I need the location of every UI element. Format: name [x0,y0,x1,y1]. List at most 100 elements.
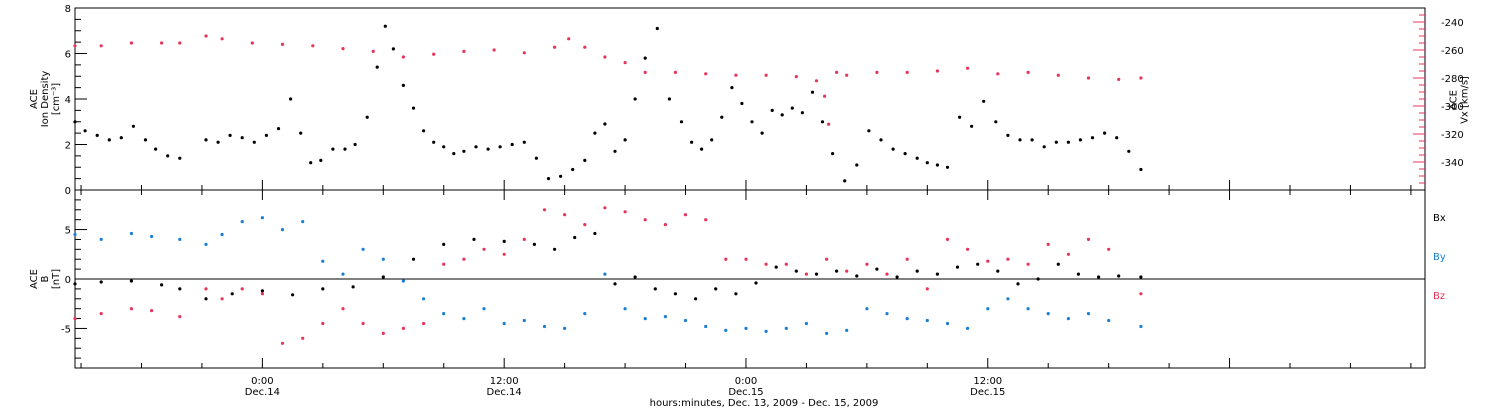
ion-density-series-point [613,149,617,153]
ion-density-series-point [1030,138,1034,142]
b-bx-series-point [996,269,1000,273]
b-by-series-point [73,232,77,237]
b-bz-series-point [724,257,728,261]
ion-density-series [73,24,1143,183]
ion-density-series-point [442,145,446,149]
ion-density-series-point [178,156,182,160]
b-by-series-point [764,329,768,333]
ion-density-series-point [1090,136,1095,140]
b-by-series-point [522,318,526,323]
vx-series-point [462,49,466,54]
b-bx-series-point [1097,275,1101,279]
b-bx-series-point [73,282,77,286]
ion-density-series-point [945,165,950,169]
b-bx-series-point [129,279,133,283]
b-by-series-point [865,307,869,311]
b-by-series-point [623,307,627,311]
vx-series-point [875,70,879,74]
b-by-series-point [804,321,809,326]
vx-series-point [522,51,526,55]
ion-density-series-point [1103,131,1107,135]
b-bx-series-point [553,247,557,251]
ion-density-series-point [820,120,825,124]
ion-density-series-point [331,147,335,151]
b-bx-series-point [835,269,839,273]
top-y-tick-label: 6 [65,50,71,61]
vx-series-point [99,44,103,48]
b-by-series [73,216,1143,335]
ion-density-series-point [391,47,395,51]
b-bz-series-point [865,262,869,266]
ion-density-series-point [422,129,426,133]
b-bz-series-point [583,223,587,227]
ion-density-series-point [474,145,478,149]
b-bx-series-point [1036,277,1040,281]
ion-density-series-point [375,65,379,69]
ion-density-series-point [462,149,466,153]
b-bx-series-point [955,265,960,269]
x-tick-label: 12:00 [490,376,519,387]
vx-series-point [673,70,678,74]
b-bz-series-point [73,317,77,321]
ion-density-series-point [107,138,111,142]
b-bx-series-point [593,231,597,236]
ion-density-series-point [498,145,502,149]
vx-series-point [1086,76,1091,80]
b-bx-series-point [1016,282,1020,286]
b-bx-series-point [895,275,899,279]
ion-density-series-point [879,138,883,142]
b-by-series-point [204,242,208,246]
b-bx-series-point [714,287,718,291]
x-tick-label: 0:00 [251,376,273,387]
b-bz-series-point [204,287,208,291]
b-bx-series-point [442,242,446,246]
b-by-series-point [905,317,909,321]
ion-density-series-point [750,120,754,124]
b-bz-series-point [1026,262,1030,266]
x-tick-date-label: Dec.15 [728,387,763,398]
vx-series-point [341,47,345,51]
ion-density-series-point [401,83,405,87]
b-by-series-point [502,321,506,326]
b-bz-series-point [1139,292,1143,296]
ion-density-series-point [679,120,684,124]
b-by-series-point [1107,318,1111,323]
ion-density-series-point [510,142,514,147]
ion-density-series-point [643,56,647,60]
bottom-y-tick-label: 0 [65,275,71,286]
b-bz-series-point [442,262,446,266]
ion-density-series-point [800,111,805,115]
b-by-series-point [1046,312,1050,316]
b-bx-series-point [230,292,234,296]
ion-density-series-point [1006,133,1010,137]
vx-series-point [492,48,496,52]
top-y-tick-label: 4 [65,95,71,106]
vx-series-point [567,37,571,41]
vx-series-point [704,72,708,76]
top-y2-axis-title-line: ACE [1449,90,1460,110]
b-bz-series-point [260,292,264,296]
ion-density-series-point [1018,138,1022,142]
b-bz-series-point [361,321,365,326]
top-y-axis-title-line: ACE [29,89,40,109]
vx-series-point [905,70,909,74]
b-bz-series-point [220,297,224,301]
ion-density-series-point [994,120,998,124]
b-by-series-point [583,312,587,316]
b-bz-series-point [1006,257,1010,261]
ion-density-series-point [353,142,357,147]
vx-series-point [129,41,133,45]
x-tick-label: 12:00 [973,376,1002,387]
ion-density-series-point [1127,149,1131,153]
x-tick-label: 0:00 [735,376,757,387]
top-y2-tick-label: -280 [1441,74,1464,85]
top-y2-tick-label: -320 [1441,130,1464,141]
vx-series-point [823,94,827,98]
b-bz-series-point [129,307,133,311]
b-by-series-point [925,318,929,323]
ion-density-series-point [309,161,313,165]
ion-density-series-point [73,120,77,124]
top-y-tick-label: 2 [65,141,71,152]
b-bz-series-point [563,213,567,217]
